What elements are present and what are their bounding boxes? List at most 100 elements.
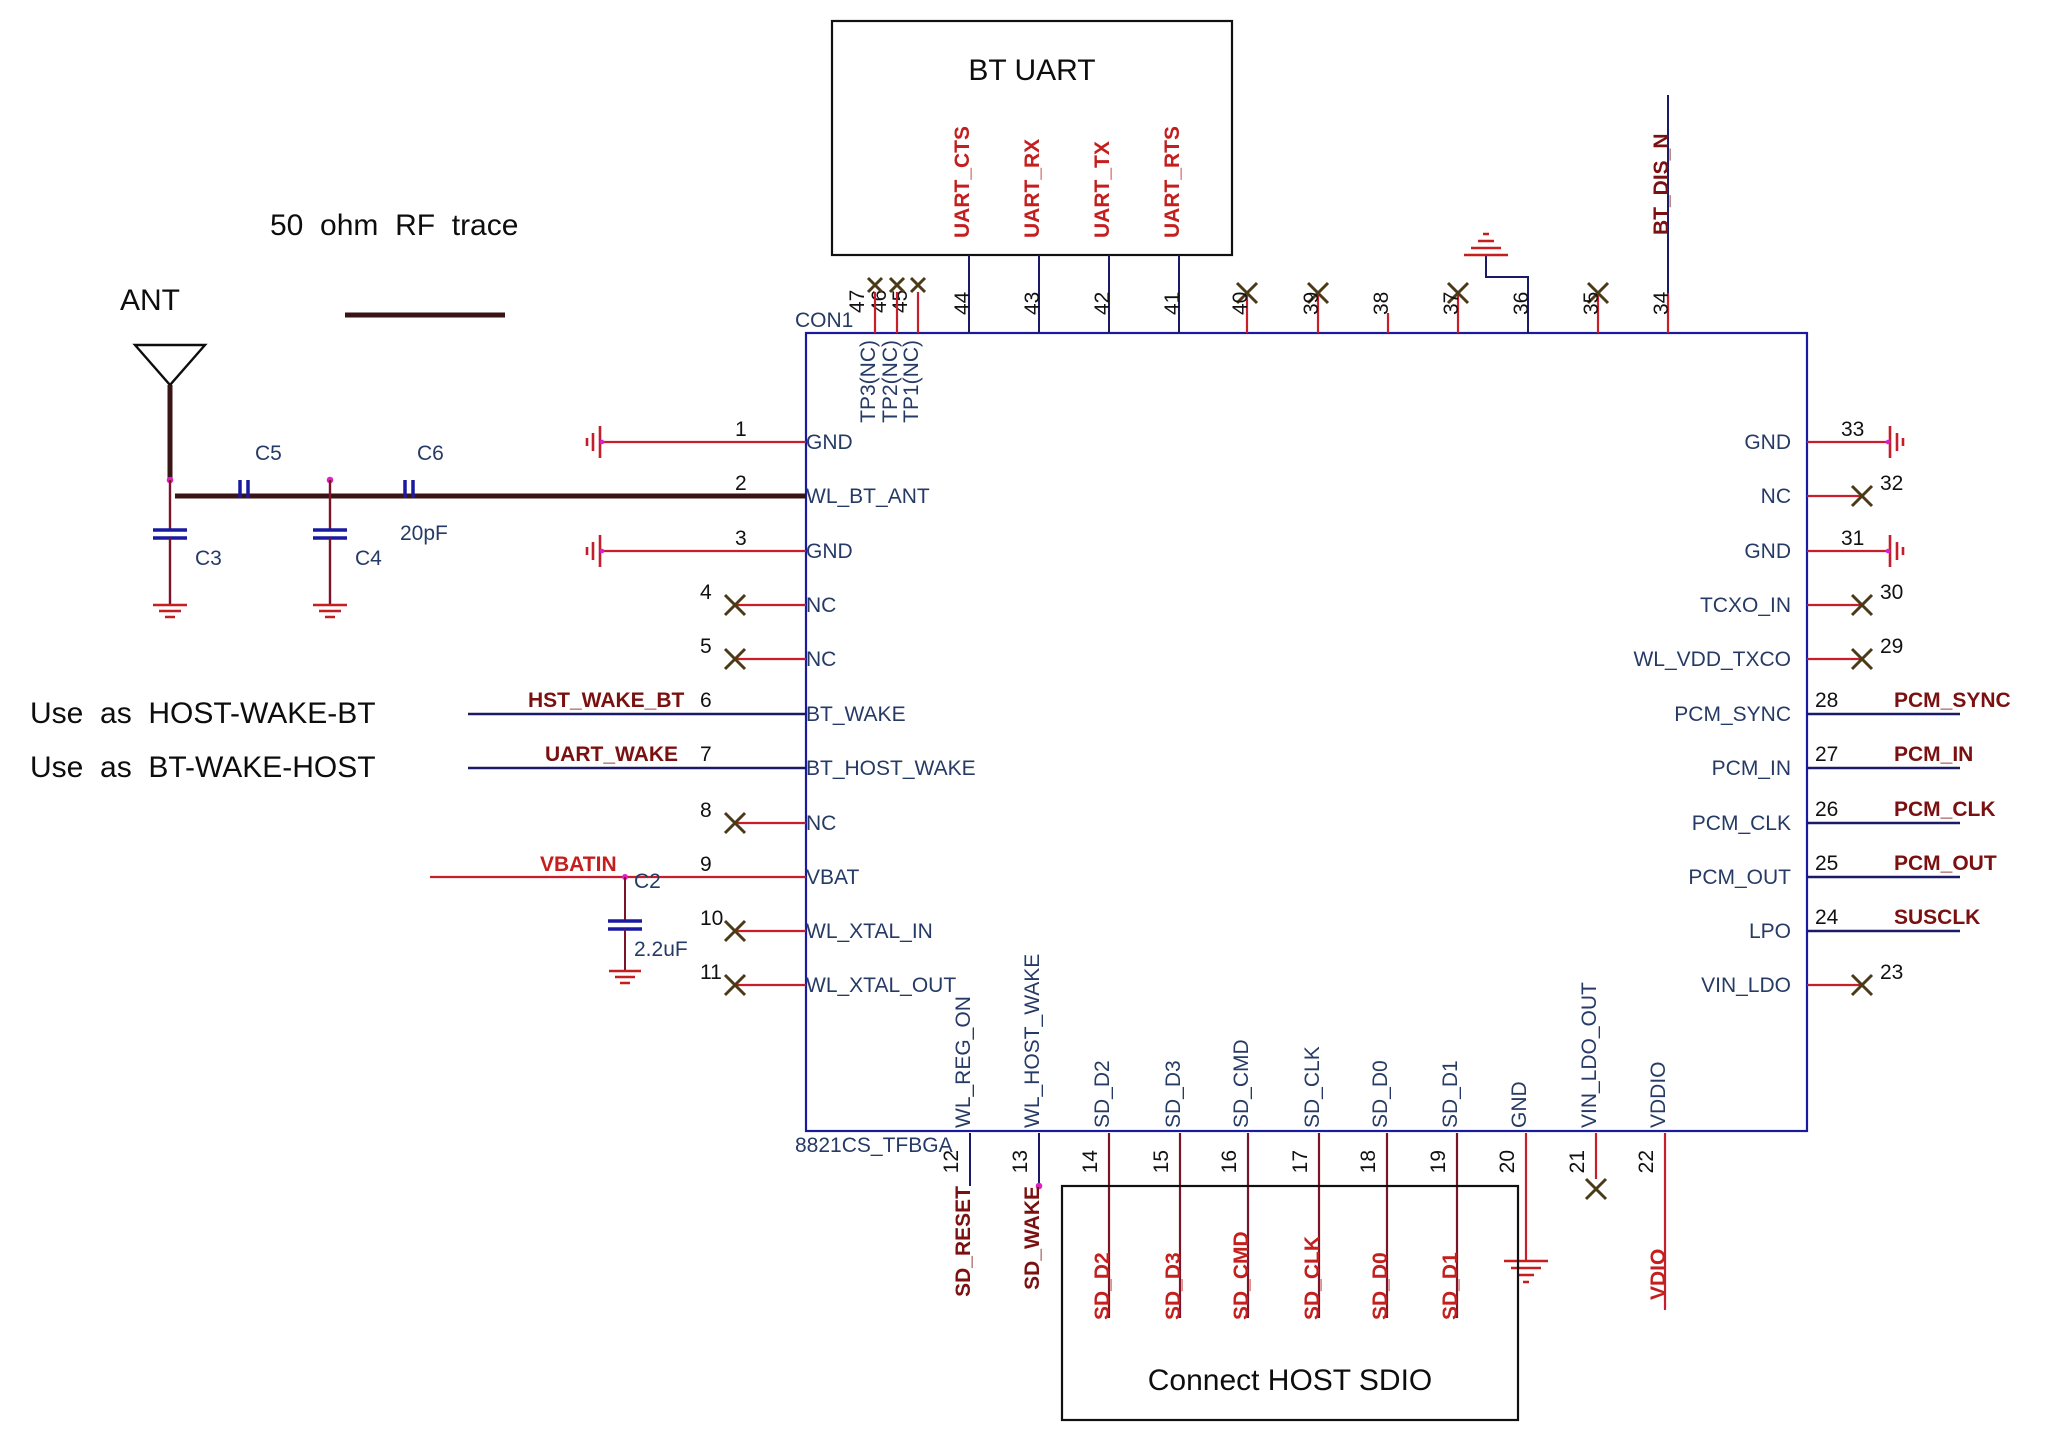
svg-text:47: 47 <box>846 290 869 313</box>
svg-text:GND: GND <box>1508 1081 1531 1128</box>
svg-text:16: 16 <box>1218 1150 1241 1173</box>
svg-text:NC: NC <box>1761 485 1791 508</box>
svg-text:NC: NC <box>806 594 836 617</box>
svg-text:PCM_SYNC: PCM_SYNC <box>1674 703 1791 726</box>
svg-text:WL_XTAL_OUT: WL_XTAL_OUT <box>806 974 956 997</box>
svg-text:25: 25 <box>1815 852 1838 875</box>
svg-text:39: 39 <box>1300 292 1323 315</box>
svg-text:5: 5 <box>700 635 712 658</box>
svg-text:PCM_IN: PCM_IN <box>1712 757 1791 780</box>
svg-text:PCM_OUT: PCM_OUT <box>1688 866 1791 889</box>
svg-text:19: 19 <box>1427 1150 1450 1173</box>
svg-text:41: 41 <box>1161 292 1184 315</box>
svg-text:GND: GND <box>806 540 853 563</box>
svg-text:35: 35 <box>1580 292 1603 315</box>
svg-text:NC: NC <box>806 812 836 835</box>
svg-text:20pF: 20pF <box>400 522 448 545</box>
svg-text:SD_WAKE: SD_WAKE <box>1021 1186 1044 1290</box>
svg-text:BT_WAKE: BT_WAKE <box>806 703 906 726</box>
svg-text:LPO: LPO <box>1749 920 1791 943</box>
svg-text:29: 29 <box>1880 635 1903 658</box>
svg-text:UART_RTS: UART_RTS <box>1161 126 1184 238</box>
svg-text:20: 20 <box>1496 1150 1519 1173</box>
svg-text:BT_HOST_WAKE: BT_HOST_WAKE <box>806 757 976 780</box>
svg-text:4: 4 <box>700 581 712 604</box>
svg-text:12: 12 <box>940 1150 963 1173</box>
svg-text:PCM_CLK: PCM_CLK <box>1894 798 1996 821</box>
svg-text:PCM_OUT: PCM_OUT <box>1894 852 1997 875</box>
svg-text:VBATIN: VBATIN <box>540 853 617 876</box>
svg-text:7: 7 <box>700 743 712 766</box>
svg-text:TCXO_IN: TCXO_IN <box>1700 594 1791 617</box>
svg-text:8821CS_TFBGA: 8821CS_TFBGA <box>795 1134 953 1157</box>
svg-text:14: 14 <box>1079 1150 1102 1174</box>
svg-text:VIN_LDO_OUT: VIN_LDO_OUT <box>1578 982 1601 1128</box>
svg-text:UART_CTS: UART_CTS <box>951 126 974 238</box>
svg-text:8: 8 <box>700 799 712 822</box>
svg-text:BT UART: BT UART <box>968 54 1095 87</box>
svg-text:UART_RX: UART_RX <box>1021 139 1044 238</box>
svg-text:SD_D2: SD_D2 <box>1091 1252 1114 1320</box>
svg-text:PCM_SYNC: PCM_SYNC <box>1894 689 2011 712</box>
svg-text:WL_REG_ON: WL_REG_ON <box>952 996 975 1128</box>
svg-text:GND: GND <box>806 431 853 454</box>
svg-text:13: 13 <box>1009 1150 1032 1173</box>
svg-text:10: 10 <box>700 907 723 930</box>
svg-text:SD_CMD: SD_CMD <box>1230 1231 1253 1320</box>
svg-text:6: 6 <box>700 689 712 712</box>
svg-text:38: 38 <box>1370 292 1393 315</box>
svg-text:PCM_IN: PCM_IN <box>1894 743 1973 766</box>
svg-text:17: 17 <box>1289 1150 1312 1173</box>
svg-text:46: 46 <box>868 290 891 313</box>
svg-text:23: 23 <box>1880 961 1903 984</box>
svg-text:PCM_CLK: PCM_CLK <box>1692 812 1791 835</box>
svg-text:24: 24 <box>1815 906 1839 929</box>
svg-text:TP2(NC): TP2(NC) <box>879 340 902 423</box>
svg-text:VBAT: VBAT <box>806 866 859 889</box>
svg-text:C4: C4 <box>355 547 382 570</box>
svg-text:VDIO: VDIO <box>1647 1249 1670 1300</box>
svg-text:SD_D1: SD_D1 <box>1439 1060 1462 1128</box>
svg-text:1: 1 <box>735 418 747 441</box>
svg-text:Use as HOST-WAKE-BT: Use as HOST-WAKE-BT <box>30 697 376 730</box>
svg-text:SD_D0: SD_D0 <box>1369 1060 1392 1128</box>
svg-text:SD_RESET: SD_RESET <box>952 1186 975 1297</box>
svg-text:37: 37 <box>1440 292 1463 315</box>
svg-text:TP3(NC): TP3(NC) <box>857 340 880 423</box>
svg-text:21: 21 <box>1566 1150 1589 1173</box>
svg-text:C5: C5 <box>255 442 282 465</box>
svg-text:31: 31 <box>1841 527 1864 550</box>
svg-text:C3: C3 <box>195 547 222 570</box>
svg-text:VDDIO: VDDIO <box>1647 1061 1670 1128</box>
svg-text:SD_D1: SD_D1 <box>1439 1252 1462 1320</box>
svg-text:SD_D3: SD_D3 <box>1162 1252 1185 1320</box>
svg-text:GND: GND <box>1744 540 1791 563</box>
svg-text:C6: C6 <box>417 442 444 465</box>
svg-text:TP1(NC): TP1(NC) <box>900 340 923 423</box>
svg-text:3: 3 <box>735 527 747 550</box>
svg-text:32: 32 <box>1880 472 1903 495</box>
svg-text:SD_CMD: SD_CMD <box>1230 1039 1253 1128</box>
svg-text:2.2uF: 2.2uF <box>634 938 688 961</box>
svg-text:43: 43 <box>1021 292 1044 315</box>
svg-text:2: 2 <box>735 472 747 495</box>
svg-text:50 ohm RF trace: 50 ohm RF trace <box>270 209 518 242</box>
svg-text:HST_WAKE_BT: HST_WAKE_BT <box>528 689 685 712</box>
svg-text:GND: GND <box>1744 431 1791 454</box>
svg-text:42: 42 <box>1091 292 1114 315</box>
svg-text:11: 11 <box>700 961 722 984</box>
svg-text:45: 45 <box>889 290 912 313</box>
svg-text:BT_DIS_N: BT_DIS_N <box>1650 133 1673 235</box>
svg-text:28: 28 <box>1815 689 1838 712</box>
svg-text:Use as BT-WAKE-HOST: Use as BT-WAKE-HOST <box>30 751 376 784</box>
svg-text:UART_WAKE: UART_WAKE <box>545 743 678 766</box>
svg-text:VIN_LDO: VIN_LDO <box>1701 974 1791 997</box>
svg-text:SD_D0: SD_D0 <box>1369 1252 1392 1320</box>
svg-text:CON1: CON1 <box>795 309 853 332</box>
svg-text:WL_BT_ANT: WL_BT_ANT <box>806 485 930 508</box>
svg-text:SD_D3: SD_D3 <box>1162 1060 1185 1128</box>
svg-text:WL_VDD_TXCO: WL_VDD_TXCO <box>1633 648 1791 671</box>
svg-text:UART_TX: UART_TX <box>1091 141 1114 238</box>
svg-text:36: 36 <box>1510 292 1533 315</box>
svg-text:WL_XTAL_IN: WL_XTAL_IN <box>806 920 933 943</box>
